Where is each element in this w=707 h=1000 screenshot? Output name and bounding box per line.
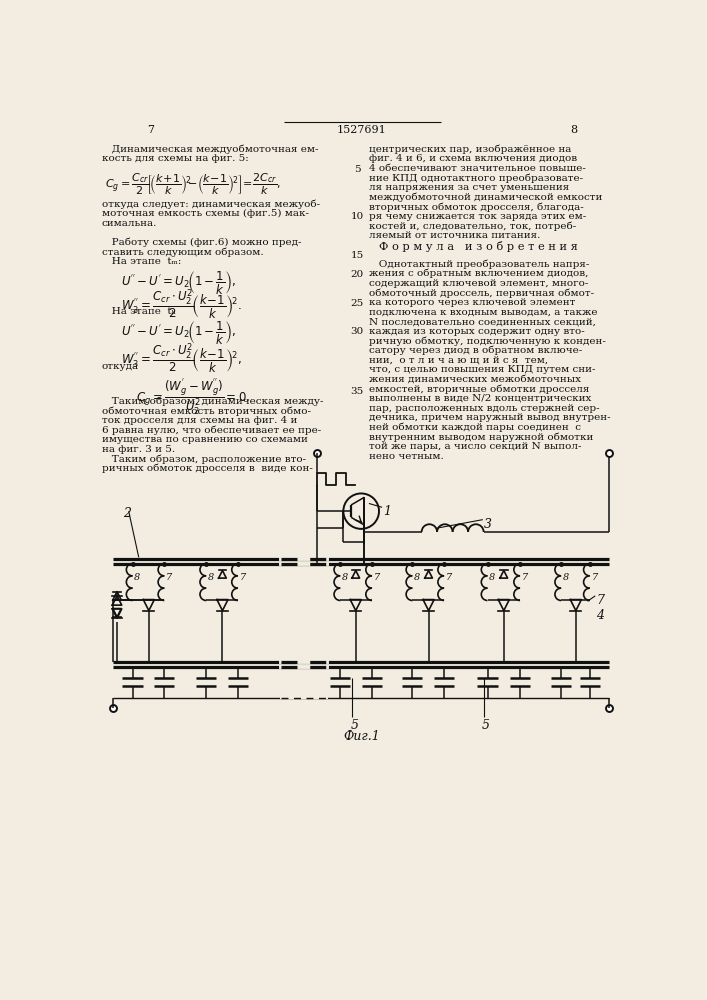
Text: подключена к входным выводам, а также: подключена к входным выводам, а также [369,307,597,316]
Text: обмоточная емкость вторичных обмо-: обмоточная емкость вторичных обмо- [102,406,310,416]
Text: обмоточный дроссель, первичная обмот-: обмоточный дроссель, первичная обмот- [369,288,594,298]
Text: что, с целью повышения КПД путем сни-: что, с целью повышения КПД путем сни- [369,365,595,374]
Text: пар, расположенных вдоль стержней сер-: пар, расположенных вдоль стержней сер- [369,404,600,413]
Text: 35: 35 [351,387,364,396]
Text: $W_{\mathit{3}}^{''} = \dfrac{C_{\mathit{cr}}\cdot U_2^2}{2}\!\left(\dfrac{k\!-\: $W_{\mathit{3}}^{''} = \dfrac{C_{\mathit… [121,287,242,321]
Text: центрических пар, изображённое на: центрических пар, изображённое на [369,145,571,154]
Text: 7: 7 [591,573,597,582]
Text: 8: 8 [489,573,496,582]
Text: Фиг.1: Фиг.1 [344,730,380,743]
Text: $C_{\mathit{g}} = \dfrac{C_{\mathit{cr}}}{2}\!\left[\!\left(\dfrac{k\!+\!1}{k}\r: $C_{\mathit{g}} = \dfrac{C_{\mathit{cr}}… [105,172,281,197]
Text: жения динамических межобмоточных: жения динамических межобмоточных [369,375,581,384]
Text: 30: 30 [351,327,364,336]
Text: 20: 20 [351,270,364,279]
Text: 7: 7 [445,573,452,582]
Text: фиг. 4 и 6, и схема включения диодов: фиг. 4 и 6, и схема включения диодов [369,154,577,163]
Text: ричную обмотку, подключенную к конден-: ричную обмотку, подключенную к конден- [369,336,606,346]
Text: сатору через диод в обратном включе-: сатору через диод в обратном включе- [369,346,582,355]
Text: 8: 8 [563,573,569,582]
Text: 15: 15 [351,251,364,260]
Text: костей и, следовательно, ток, потреб-: костей и, следовательно, ток, потреб- [369,222,576,231]
Text: 1: 1 [383,505,391,518]
Text: На этапе  tₕ: На этапе tₕ [102,307,175,316]
Text: симальна.: симальна. [102,219,157,228]
Text: вторичных обмоток дросселя, благода-: вторичных обмоток дросселя, благода- [369,202,584,212]
Text: 4 обеспечивают значительное повыше-: 4 обеспечивают значительное повыше- [369,164,586,173]
Text: выполнены в виде N/2 концентрических: выполнены в виде N/2 концентрических [369,394,591,403]
Text: Работу схемы (фиг.6) можно пред-: Работу схемы (фиг.6) можно пред- [102,238,301,247]
Text: ставить следующим образом.: ставить следующим образом. [102,247,263,257]
Text: ние КПД однотактного преобразовате-: ние КПД однотактного преобразовате- [369,174,583,183]
Text: $C_{\mathit{g}} = \dfrac{(W_{\mathit{g}}^{'} - W_{\mathit{g}}^{''})}{U_2^2} = 0.: $C_{\mathit{g}} = \dfrac{(W_{\mathit{g}}… [136,376,250,417]
Text: 25: 25 [351,299,364,308]
Text: нии,  о т л и ч а ю щ и й с я  тем,: нии, о т л и ч а ю щ и й с я тем, [369,356,548,365]
Text: емкостей, вторичные обмотки дросселя: емкостей, вторичные обмотки дросселя [369,384,590,394]
Text: Таким образом, динамическая между-: Таким образом, динамическая между- [102,396,323,406]
Text: Ф о р м у л а   и з о б р е т е н и я: Ф о р м у л а и з о б р е т е н и я [379,241,578,252]
Text: моточная емкость схемы (фиг.5) мак-: моточная емкость схемы (фиг.5) мак- [102,209,308,218]
Text: дечника, причем наружный вывод внутрен-: дечника, причем наружный вывод внутрен- [369,413,611,422]
Text: 8: 8 [341,573,348,582]
Text: 8: 8 [571,125,578,135]
Text: кость для схемы на фиг. 5:: кость для схемы на фиг. 5: [102,154,248,163]
Text: На этапе  tₘ:: На этапе tₘ: [102,257,181,266]
Text: внутренним выводом наружной обмотки: внутренним выводом наружной обмотки [369,433,593,442]
Text: ря чему снижается ток заряда этих ем-: ря чему снижается ток заряда этих ем- [369,212,586,221]
Text: 5: 5 [482,719,490,732]
Text: 8: 8 [208,573,214,582]
Text: 8: 8 [414,573,420,582]
Text: 7: 7 [147,125,154,135]
Text: 7: 7 [166,573,172,582]
Text: 8: 8 [134,573,141,582]
Text: 7: 7 [240,573,246,582]
Text: жения с обратным включением диодов,: жения с обратным включением диодов, [369,269,588,278]
Text: имущества по сравнению со схемами: имущества по сравнению со схемами [102,435,308,444]
Text: 7: 7 [373,573,380,582]
Text: Однотактный преобразователь напря-: Однотактный преобразователь напря- [369,259,590,269]
Text: ток дросселя для схемы на фиг. 4 и: ток дросселя для схемы на фиг. 4 и [102,416,297,425]
Text: 5: 5 [351,719,358,732]
Text: ляемый от источника питания.: ляемый от источника питания. [369,231,540,240]
Text: ричных обмоток дросселя в  виде кон-: ричных обмоток дросселя в виде кон- [102,464,312,473]
Text: 10: 10 [351,212,364,221]
Text: междуобмоточной динамической емкости: междуобмоточной динамической емкости [369,193,602,202]
Text: содержащий ключевой элемент, много-: содержащий ключевой элемент, много- [369,279,588,288]
Text: Динамическая междуобмоточная ем-: Динамическая междуобмоточная ем- [102,145,318,154]
Text: ка которого через ключевой элемент: ка которого через ключевой элемент [369,298,575,307]
Text: 3: 3 [484,518,491,531]
Text: ней обмотки каждой пары соединен  с: ней обмотки каждой пары соединен с [369,423,581,432]
Text: 6 равна нулю, что обеспечивает ее пре-: 6 равна нулю, что обеспечивает ее пре- [102,425,321,435]
Text: $U^{''} - U^{'} = U_2\!\left(1 - \dfrac{1}{k}\right),$: $U^{''} - U^{'} = U_2\!\left(1 - \dfrac{… [121,319,236,346]
Text: нено четным.: нено четным. [369,452,444,461]
Text: 2: 2 [123,507,132,520]
Text: 1527691: 1527691 [337,125,387,135]
Text: Таким образом, расположение вто-: Таким образом, расположение вто- [102,454,305,464]
Text: каждая из которых содержит одну вто-: каждая из которых содержит одну вто- [369,327,585,336]
Text: 7: 7 [522,573,528,582]
Text: ля напряжения за счет уменьшения: ля напряжения за счет уменьшения [369,183,569,192]
Text: на фиг. 3 и 5.: на фиг. 3 и 5. [102,445,175,454]
Text: 7: 7 [596,594,604,607]
Text: той же пары, а число секций N выпол-: той же пары, а число секций N выпол- [369,442,581,451]
Text: откуда следует: динамическая межуоб-: откуда следует: динамическая межуоб- [102,199,320,209]
Text: $U^{''} - U^{'} = U_2\!\left(1 - \dfrac{1}{k}\right),$: $U^{''} - U^{'} = U_2\!\left(1 - \dfrac{… [121,269,236,296]
Text: 5: 5 [354,165,361,174]
Text: N последовательно соединенных секций,: N последовательно соединенных секций, [369,317,596,326]
Text: 4: 4 [596,609,604,622]
Text: откуда: откуда [102,362,139,371]
Text: $W_{\mathit{3}}^{''} = \dfrac{C_{\mathit{cr}}\cdot U_2^2}{2}\!\left(\dfrac{k\!-\: $W_{\mathit{3}}^{''} = \dfrac{C_{\mathit… [121,341,242,375]
